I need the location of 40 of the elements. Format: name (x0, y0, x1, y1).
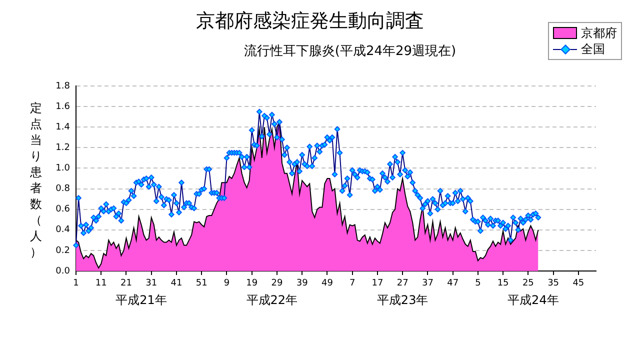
chart-subtitle: 流行性耳下腺炎(平成24年29週現在) (242, 43, 458, 60)
x-tick-label: 41 (170, 278, 182, 289)
text: 平成21年 (116, 293, 167, 308)
x-tick-label: 25 (522, 278, 534, 289)
legend-label: 全国 (581, 40, 605, 58)
text: 定点当り患者数（人） (30, 101, 42, 259)
y-tick-label: 1.4 (56, 122, 70, 132)
text: 平成24年 (508, 293, 559, 308)
y-tick-label: 1.8 (56, 81, 70, 92)
x-tick-label: 37 (422, 278, 434, 289)
text: 平成22年 (246, 293, 298, 308)
chart-title: 京都府感染症発生動向調査 (195, 9, 425, 34)
x-tick-label: 39 (296, 278, 308, 289)
y-tick-label: 0.0 (56, 266, 70, 276)
x-tick-label: 45 (572, 278, 584, 289)
y-tick-label: 0.4 (56, 225, 70, 236)
x-tick-label: 19 (246, 278, 258, 289)
x-tick-label: 29 (271, 278, 283, 289)
x-tick-label: 21 (120, 278, 132, 289)
x-tick-label: 7 (349, 278, 356, 289)
x-tick-label: 31 (146, 278, 158, 289)
x-tick-label: 9 (224, 278, 230, 289)
y-tick-label: 0.6 (56, 204, 70, 215)
legend-label: 京都府 (581, 24, 617, 42)
y-tick-label: 1.2 (56, 143, 70, 154)
x-tick-label: 1 (73, 278, 79, 289)
x-tick-label: 27 (396, 278, 408, 289)
x-tick-label: 11 (95, 278, 107, 289)
x-tick-label: 47 (447, 278, 459, 289)
y-tick-label: 1.0 (56, 164, 70, 174)
x-tick-label: 51 (196, 278, 208, 289)
x-tick-label: 15 (497, 278, 509, 289)
y-tick-label: 1.6 (56, 102, 70, 112)
y-tick-label: 0.8 (56, 184, 70, 194)
x-tick-label: 35 (548, 278, 560, 289)
text: 平成23年 (376, 293, 428, 308)
x-tick-label: 5 (475, 278, 481, 289)
x-tick-label: 17 (372, 278, 384, 289)
x-tick-label: 49 (321, 278, 334, 289)
y-tick-label: 0.2 (56, 246, 70, 256)
